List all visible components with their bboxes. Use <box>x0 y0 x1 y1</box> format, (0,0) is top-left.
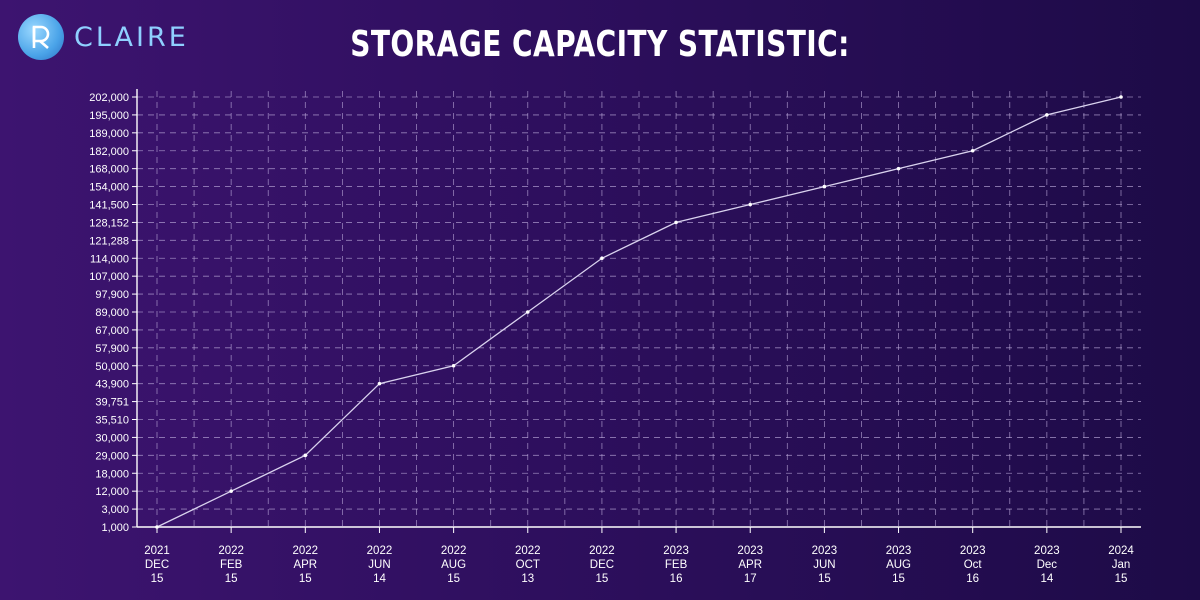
x-tick-label: AUG <box>441 559 466 571</box>
x-tick-label: 14 <box>1040 573 1053 585</box>
data-point <box>229 489 233 493</box>
x-tick-label: Jan <box>1112 559 1131 571</box>
x-tick-label: 2022 <box>218 545 244 557</box>
x-tick-label: 16 <box>670 573 683 585</box>
x-tick-label: AUG <box>886 559 911 571</box>
y-tick-label: 195,000 <box>89 110 129 122</box>
data-point <box>674 220 678 225</box>
y-tick-label: 128,152 <box>89 217 129 229</box>
y-tick-label: 30,000 <box>95 432 129 444</box>
x-tick-label: JUN <box>813 559 835 571</box>
y-tick-label: 12,000 <box>95 486 129 498</box>
x-tick-label: 15 <box>447 573 460 585</box>
data-point <box>970 148 975 153</box>
chart-axes <box>132 89 1141 533</box>
x-tick-label: Oct <box>964 559 983 571</box>
y-tick-label: 50,000 <box>95 361 129 373</box>
y-tick-label: 43,900 <box>95 379 129 391</box>
data-point <box>1119 95 1123 99</box>
x-tick-label: 15 <box>892 573 905 585</box>
x-tick-label: JUN <box>368 559 390 571</box>
brand-name: CLAIRE <box>74 21 189 53</box>
y-tick-label: 107,000 <box>89 271 129 283</box>
x-tick-label: APR <box>738 559 762 571</box>
brand-logo: CLAIRE <box>18 14 189 60</box>
y-tick-label: 35,510 <box>95 415 129 427</box>
x-tick-label: 2022 <box>589 545 615 557</box>
data-point <box>377 381 382 386</box>
series-line-path <box>156 96 1122 528</box>
x-tick-label: 15 <box>818 573 831 585</box>
x-tick-label: FEB <box>665 559 688 571</box>
x-tick-label: 2022 <box>441 545 467 557</box>
data-point <box>600 256 604 261</box>
y-tick-label: 29,000 <box>95 450 129 462</box>
chart-grid <box>137 91 1141 527</box>
x-tick-label: 15 <box>151 573 164 585</box>
y-tick-label: 202,000 <box>89 92 129 104</box>
x-tick-label: 2022 <box>515 545 541 557</box>
series-line <box>155 95 1123 529</box>
y-tick-label: 189,000 <box>89 128 129 140</box>
x-tick-label: FEB <box>220 559 243 571</box>
y-tick-label: 89,000 <box>95 307 129 319</box>
x-tick-label: 2023 <box>1034 545 1060 557</box>
x-tick-label: 13 <box>521 573 534 585</box>
x-tick-label: 2024 <box>1108 545 1134 557</box>
x-tick-label: 14 <box>373 573 386 585</box>
x-tick-label: 15 <box>596 573 609 585</box>
data-point <box>303 453 308 458</box>
y-tick-label: 39,751 <box>95 397 129 409</box>
data-point <box>748 202 753 207</box>
x-tick-label: 16 <box>966 573 979 585</box>
x-tick-label: OCT <box>516 559 540 571</box>
y-tick-label: 18,000 <box>95 468 129 480</box>
y-tick-label: 114,000 <box>90 253 129 265</box>
y-tick-label: 57,900 <box>95 343 129 355</box>
data-point <box>525 310 530 314</box>
y-tick-label: 168,000 <box>89 164 129 176</box>
x-tick-label: 2023 <box>812 545 838 557</box>
y-tick-label: 154,000 <box>89 182 129 194</box>
x-axis-tick-labels: 2021 DEC 15 2022 FEB 15 2022 APR 15 2022 JUN 14 2022… <box>144 545 1134 585</box>
data-point <box>1045 113 1049 117</box>
y-tick-label: 141,500 <box>89 200 129 212</box>
chart-title: STORAGE CAPACITY STATISTIC: <box>350 24 850 65</box>
y-tick-label: 1,000 <box>101 522 129 534</box>
data-point <box>155 525 159 529</box>
x-tick-label: 15 <box>225 573 238 585</box>
x-tick-label: 2022 <box>293 545 319 557</box>
y-axis-tick-labels: 1,000 3,000 12,000 18,000 29,000 30,000 35,510… <box>89 92 129 534</box>
x-tick-label: 2023 <box>737 545 763 557</box>
data-point <box>822 184 827 189</box>
x-tick-label: Dec <box>1037 559 1058 571</box>
y-tick-label: 3,000 <box>101 504 129 516</box>
x-tick-label: 2023 <box>663 545 689 557</box>
y-tick-label: 182,000 <box>89 146 129 158</box>
y-tick-label: 121,288 <box>89 235 129 247</box>
x-tick-label: 2023 <box>886 545 912 557</box>
x-tick-label: APR <box>293 559 317 571</box>
x-tick-label: 15 <box>1115 573 1128 585</box>
data-point <box>896 166 901 171</box>
x-tick-label: 2023 <box>960 545 986 557</box>
x-tick-label: 2022 <box>367 545 393 557</box>
x-tick-label: 17 <box>744 573 757 585</box>
y-tick-label: 97,900 <box>95 289 129 301</box>
claire-logo-icon <box>18 14 64 60</box>
x-tick-label: DEC <box>145 559 169 571</box>
data-point <box>451 363 456 368</box>
y-tick-label: 67,000 <box>95 325 129 337</box>
x-tick-label: 2021 <box>144 545 170 557</box>
x-tick-label: 15 <box>299 573 312 585</box>
x-tick-label: DEC <box>590 559 614 571</box>
